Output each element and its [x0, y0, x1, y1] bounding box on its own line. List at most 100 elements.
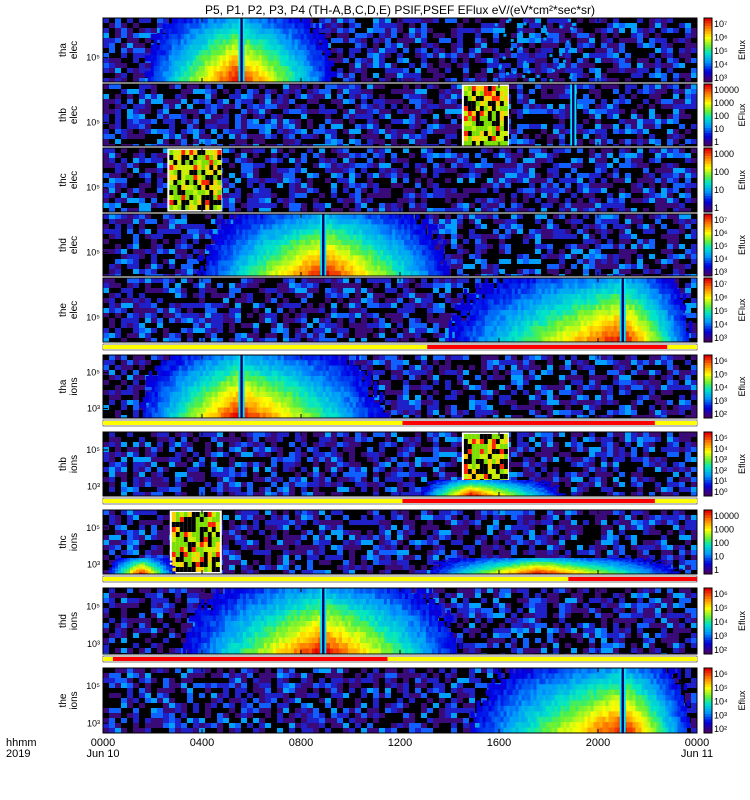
panel-thd-ions: thd ions 10⁵ 10³ 10⁶ 10⁵ 10⁴ 10³ 10² Eflux	[58, 587, 747, 663]
colorbar-tick-label: 100	[714, 167, 729, 177]
y-tick-label: 10⁵	[86, 601, 100, 611]
time-axis-label-bottom: 2019	[6, 748, 30, 760]
colorbar-tick-label: 10¹	[714, 476, 727, 486]
colorbar-label: Eflux	[737, 234, 747, 255]
colorbar-tick-label: 10⁴	[714, 254, 728, 264]
mode-bar-segment	[387, 657, 697, 661]
colorbar-tick-label: 10⁷	[714, 215, 727, 225]
colorbar-tick-label: 10⁴	[714, 60, 728, 70]
spectrogram-thc-elec	[103, 148, 697, 212]
colorbar-tick-label: 1000	[714, 98, 734, 108]
colorbar-tha-elec: 10⁷ 10⁶ 10⁵ 10⁴ 10³ Eflux	[703, 17, 747, 83]
colorbar-tick-label: 10³	[714, 710, 727, 720]
time-tick-label: 0000	[685, 737, 709, 749]
panel-label-species: ions	[69, 377, 80, 395]
colorbar-tick-label: 10000	[714, 511, 739, 521]
panel-label-probe: thc	[58, 173, 69, 186]
panel-thd-elec: thd elec 10⁵ 10⁷ 10⁶ 10⁵ 10⁴ 10³ Eflux	[58, 213, 747, 277]
colorbar-tick-label: 10⁴	[714, 320, 728, 330]
y-tick-label: 10⁵	[86, 313, 100, 323]
panel-label-species: elec	[69, 41, 80, 59]
colorbar-thb-elec: 10000 1000 100 10 1 EFlux	[703, 83, 747, 147]
panel-label-probe: thb	[58, 457, 69, 471]
colorbar-tick-label: 10⁵	[714, 46, 728, 56]
colorbar-tick-label: 10⁶	[714, 293, 728, 303]
colorbar-tick-label: 10⁵	[714, 683, 728, 693]
colorbar-tick-label: 10²	[714, 465, 727, 475]
y-tick-label: 10⁵	[86, 368, 100, 378]
colorbar-tick-label: 10⁴	[714, 383, 728, 393]
mode-bar-segment	[654, 499, 697, 503]
colorbar-tick-label: 10⁶	[714, 589, 728, 599]
mode-bar-the-elec	[102, 343, 698, 351]
colorbar-tick-label: 10³	[714, 333, 727, 343]
colorbar-tick-label: 10⁵	[714, 603, 728, 613]
colorbar-tick-label: 10⁰	[714, 487, 728, 497]
time-axis: hhmm 2019 Jun 10 Jun 11 0000 0400 0800 1200…	[6, 737, 713, 760]
colorbar-tick-label: 1	[714, 137, 719, 147]
panel-tha-ions: tha ions 10⁵ 10³ 10⁶ 10⁵ 10⁴ 10³ 10² Eflux	[58, 354, 747, 427]
panel-label-probe: tha	[58, 379, 69, 393]
mode-bar-segment	[568, 577, 697, 581]
mode-bar-segment	[112, 657, 388, 661]
colorbar-tick-label: 10²	[714, 645, 727, 655]
panel-thb-elec: thb elec 10⁵ 10000 1000 100 10 1 EFlux	[58, 83, 747, 147]
colorbar-label: EFlux	[737, 298, 747, 322]
colorbar-tick-label: 1000	[714, 525, 734, 535]
y-tick-label: 10⁵	[86, 523, 100, 533]
colorbar-tick-label: 10⁵	[714, 241, 728, 251]
spectrogram-thb-ions	[103, 432, 697, 496]
colorbar-label: Eflux	[737, 376, 747, 397]
colorbar-tick-label: 10⁶	[714, 669, 728, 679]
mode-bar-segment	[103, 345, 428, 349]
spectrogram-the-elec	[103, 278, 697, 342]
panel-label-species: elec	[69, 301, 80, 319]
colorbar-thd-ions: 10⁶ 10⁵ 10⁴ 10³ 10² Eflux	[703, 587, 747, 655]
mode-bar-thb-ions	[102, 497, 698, 505]
spectrogram-thb-elec	[103, 84, 697, 146]
date-end-label: Jun 11	[681, 748, 713, 760]
colorbar-tha-ions: 10⁶ 10⁵ 10⁴ 10³ 10² Eflux	[703, 354, 747, 419]
colorbar-tick-label: 10	[714, 124, 724, 134]
time-axis-label-top: hhmm	[6, 737, 37, 749]
y-tick-label: 10⁵	[86, 117, 100, 127]
panel-label-probe: the	[58, 303, 69, 317]
panel-label-species: elec	[69, 171, 80, 189]
colorbar-tick-label: 10⁷	[714, 19, 727, 29]
time-tick-label: 0400	[190, 737, 214, 749]
colorbar-tick-label: 100	[714, 538, 729, 548]
colorbar-label: EFlux	[737, 103, 747, 127]
colorbar-label: Eflux	[737, 453, 747, 474]
colorbar-tick-label: 10	[714, 185, 724, 195]
colorbar-tick-label: 1	[714, 203, 719, 213]
y-tick-label: 10³	[87, 559, 100, 569]
spectrogram-tha-ions	[103, 355, 697, 418]
panel-label-species: elec	[69, 106, 80, 124]
colorbar-tick-label: 1	[714, 565, 719, 575]
colorbar-tick-label: 1000	[714, 149, 734, 159]
mode-bar-segment	[402, 421, 655, 425]
y-tick-label: 10³	[87, 718, 100, 728]
time-tick-label: 0000	[91, 737, 115, 749]
y-tick-label: 10³	[87, 404, 100, 414]
y-tick-label: 10³	[87, 639, 100, 649]
y-tick-label: 10³	[87, 481, 100, 491]
mode-bar-segment	[103, 657, 113, 661]
y-tick-label: 10⁵	[86, 183, 100, 193]
panel-label-species: ions	[69, 533, 80, 551]
spectrogram-thc-ions	[103, 510, 697, 574]
panel-label-probe: thb	[58, 108, 69, 122]
mode-bar-segment	[654, 421, 697, 425]
colorbar-tick-label: 10⁶	[714, 228, 728, 238]
spectrogram-thd-ions	[103, 588, 697, 654]
mode-bar-segment	[103, 499, 403, 503]
panel-tha-elec: tha elec 10⁵ 10⁷ 10⁶ 10⁵ 10⁴ 10³ Eflux	[58, 17, 747, 83]
panel-thc-ions: thc ions 10⁵ 10³ 10000 1000 100 10 1	[58, 509, 739, 583]
colorbar-tick-label: 10²	[714, 409, 727, 419]
colorbar-tick-label: 10⁷	[714, 279, 727, 289]
colorbar-the-ions: 10⁶ 10⁵ 10⁴ 10³ 10² Eflux	[703, 667, 747, 734]
plot-title: P5, P1, P2, P3, P4 (TH-A,B,C,D,E) PSIF,P…	[205, 3, 595, 17]
